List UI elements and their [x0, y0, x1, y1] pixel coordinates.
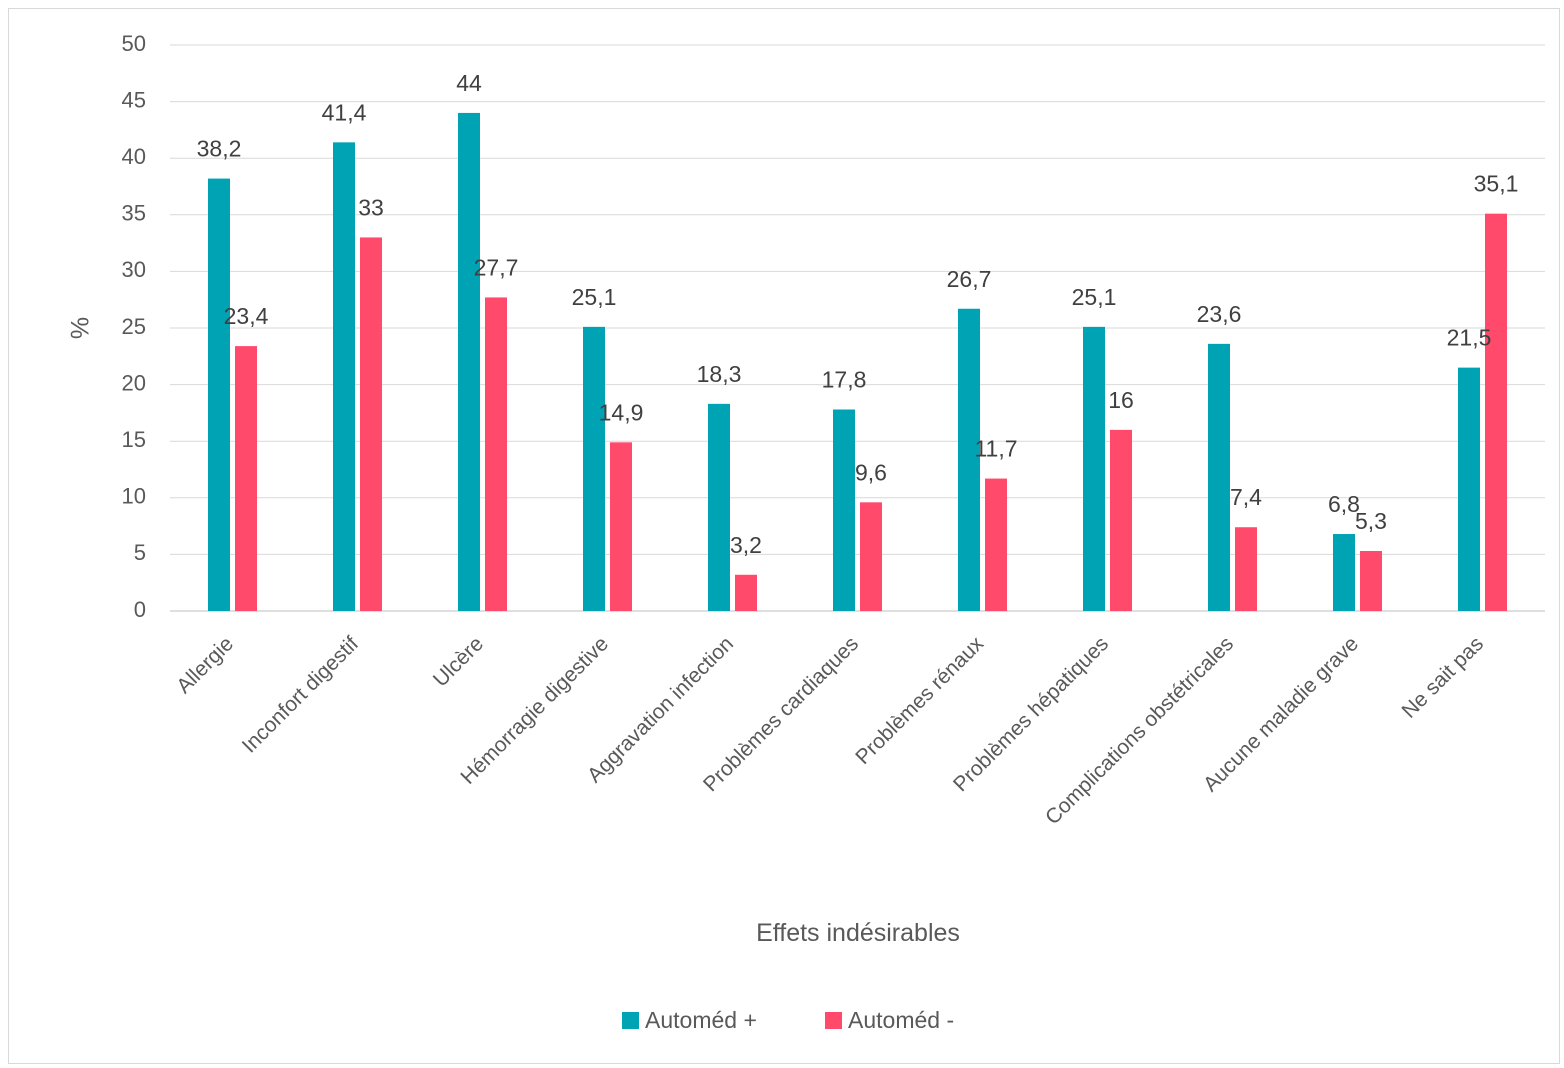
x-axis-title: Effets indésirables — [756, 919, 960, 947]
bar-automed-plus — [833, 409, 855, 611]
x-tick-label: Ulcère — [429, 632, 488, 691]
bar-automed-minus — [1235, 527, 1257, 611]
gridlines — [170, 44, 1545, 612]
legend-swatch — [825, 1012, 842, 1029]
y-tick-label: 45 — [122, 87, 146, 112]
y-tick-label: 5 — [134, 540, 146, 565]
data-label: 9,6 — [855, 459, 887, 485]
data-label: 5,3 — [1355, 508, 1387, 534]
data-label: 23,4 — [224, 303, 269, 329]
y-tick-label: 40 — [122, 144, 146, 169]
bars — [208, 112, 1507, 612]
bar-automed-minus — [1360, 551, 1382, 611]
y-tick-label: 10 — [122, 484, 146, 509]
x-tick-label: Problèmes rénaux — [851, 632, 988, 769]
bar-automed-minus — [1485, 213, 1507, 611]
legend-label: Automéd + — [645, 1007, 757, 1033]
legend-swatch — [622, 1012, 639, 1029]
bar-automed-minus — [735, 574, 757, 611]
bar-automed-plus — [1208, 343, 1230, 611]
bar-automed-plus — [208, 178, 230, 612]
data-label: 44 — [456, 70, 482, 96]
bar-automed-minus — [1110, 429, 1132, 611]
chart-frame — [8, 8, 1560, 1064]
bar-automed-plus — [1458, 367, 1480, 611]
data-label: 7,4 — [1230, 484, 1262, 510]
bar-automed-plus — [1333, 534, 1355, 611]
x-tick-label: Inconfort digestif — [238, 632, 363, 757]
data-label: 6,8 — [1328, 491, 1360, 517]
bar-automed-plus — [458, 112, 480, 612]
y-tick-label: 30 — [122, 257, 146, 282]
data-label: 27,7 — [474, 254, 519, 280]
data-label: 38,2 — [197, 136, 242, 162]
data-label: 35,1 — [1474, 171, 1519, 197]
bar-automed-minus — [360, 237, 382, 611]
data-label: 26,7 — [947, 266, 992, 292]
y-tick-label: 0 — [134, 597, 146, 622]
bar-automed-minus — [235, 346, 257, 611]
y-tick-label: 35 — [122, 201, 146, 226]
y-axis-ticks: 0 5 10 15 20 25 30 35 40 45 50 — [122, 31, 146, 622]
data-label: 21,5 — [1447, 325, 1492, 351]
bar-automed-plus — [958, 308, 980, 611]
data-label: 18,3 — [697, 361, 742, 387]
data-label: 11,7 — [974, 436, 1017, 462]
bar-automed-minus — [860, 502, 882, 611]
bar-automed-minus — [485, 297, 507, 611]
bar-automed-minus — [985, 478, 1007, 611]
y-tick-label: 25 — [122, 314, 146, 339]
y-tick-label: 50 — [122, 31, 146, 56]
bar-automed-minus — [610, 442, 632, 611]
x-axis-categories: Allergie Inconfort digestif UlcèreHémorrag… — [172, 632, 1488, 829]
x-tick-label: Allergie — [172, 632, 238, 698]
data-label: 3,2 — [730, 532, 762, 558]
data-label: 14,9 — [599, 399, 644, 425]
y-tick-label: 15 — [122, 427, 146, 452]
data-label: 25,1 — [572, 284, 617, 310]
data-label: 25,1 — [1072, 284, 1117, 310]
y-tick-label: 20 — [122, 370, 146, 395]
data-label: 33 — [358, 194, 384, 220]
bar-automed-plus — [583, 326, 605, 611]
y-axis-title: % — [67, 317, 95, 339]
data-label: 17,8 — [822, 367, 867, 393]
bar-automed-plus — [333, 142, 355, 612]
data-label: 23,6 — [1197, 301, 1242, 327]
data-label: 41,4 — [322, 99, 367, 125]
legend: Automéd + Automéd - — [622, 1007, 954, 1033]
x-tick-label: Ne sait pas — [1397, 632, 1488, 723]
legend-label: Automéd - — [848, 1007, 954, 1033]
bar-automed-plus — [1083, 326, 1105, 611]
data-label: 16 — [1108, 387, 1134, 413]
data-labels: 38,2 23,4 41,4 33 44 27,7 25,1 14,9 18,3 3,2 17,8 9… — [197, 70, 1519, 558]
bar-automed-plus — [708, 403, 730, 611]
